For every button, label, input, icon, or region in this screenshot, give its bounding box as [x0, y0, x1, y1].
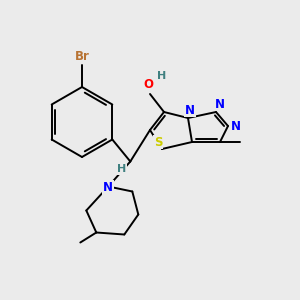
Text: S: S — [154, 136, 162, 148]
Text: H: H — [158, 71, 166, 81]
Text: Br: Br — [75, 50, 89, 64]
Text: N: N — [215, 98, 225, 110]
Text: H: H — [117, 164, 126, 175]
Text: N: N — [185, 103, 195, 116]
Text: N: N — [103, 181, 113, 194]
Text: O: O — [143, 77, 153, 91]
Text: N: N — [231, 119, 241, 133]
